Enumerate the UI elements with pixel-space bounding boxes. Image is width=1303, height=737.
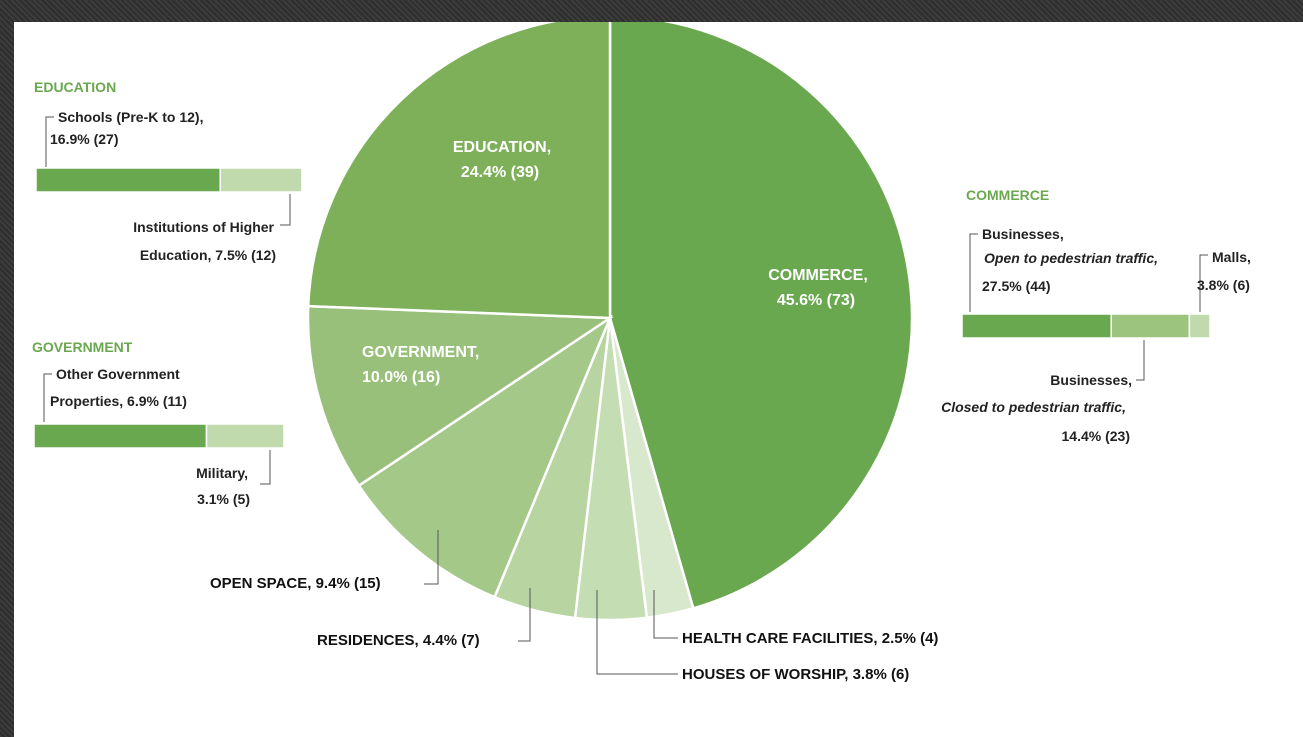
callout-residences: RESIDENCES, 4.4% (7) xyxy=(317,588,531,649)
pie-slice-commerce xyxy=(608,22,914,610)
pie-slice-open-space xyxy=(357,314,613,599)
breakdown-education-seg1-value: 16.9% (27) xyxy=(50,131,118,147)
breakdown-government-leader-2 xyxy=(260,450,271,485)
breakdown-education-seg1-name: Schools (Pre-K to 12), xyxy=(58,109,203,125)
breakdown-commerce-seg2-name: Businesses, xyxy=(1050,372,1132,388)
pie-slice-government xyxy=(306,304,614,488)
callout-houses-of-worship-leader xyxy=(596,590,678,675)
callout-health-care: HEALTH CARE FACILITIES, 2.5% (4) xyxy=(653,590,938,647)
callout-houses-of-worship: HOUSES OF WORSHIP, 3.8% (6) xyxy=(596,590,909,683)
breakdown-commerce-seg1-desc: Open to pedestrian traffic, xyxy=(984,250,1158,266)
breakdown-commerce-bar-open xyxy=(961,313,1112,339)
breakdown-commerce-seg3-name: Malls, xyxy=(1212,249,1251,265)
breakdown-government-seg1-name: Other Government xyxy=(56,366,180,382)
breakdown-government-seg2-name: Military, xyxy=(196,465,248,481)
pie-slice-education xyxy=(306,22,612,320)
slice-label-commerce-value: 45.6% (73) xyxy=(777,292,855,309)
breakdown-commerce-bar-closed xyxy=(1110,313,1191,339)
breakdown-government-bar-other xyxy=(33,423,208,449)
callout-residences-label: RESIDENCES, 4.4% (7) xyxy=(317,632,480,649)
callout-open-space-label: OPEN SPACE, 9.4% (15) xyxy=(210,575,381,592)
callout-houses-of-worship-label: HOUSES OF WORSHIP, 3.8% (6) xyxy=(682,666,909,683)
slice-label-education: EDUCATION, 24.4% (39) xyxy=(453,139,551,181)
breakdown-education-title: EDUCATION xyxy=(34,79,116,95)
breakdown-education-bar-schools xyxy=(35,167,221,193)
slice-label-commerce-name: COMMERCE, xyxy=(768,267,868,284)
breakdown-government-bar-military xyxy=(205,423,285,449)
breakdown-education-seg2-value: Education, 7.5% (12) xyxy=(140,247,276,263)
callout-open-space: OPEN SPACE, 9.4% (15) xyxy=(210,530,439,592)
breakdown-commerce-leader-3 xyxy=(1199,254,1208,312)
breakdown-commerce-leader-2 xyxy=(1136,340,1145,381)
slice-label-education-value: 24.4% (39) xyxy=(461,164,539,181)
slice-label-government-name: GOVERNMENT, xyxy=(362,344,479,361)
slice-label-education-name: EDUCATION, xyxy=(453,139,551,156)
breakdown-education-leader-1 xyxy=(45,116,54,167)
breakdown-education: EDUCATION Schools (Pre-K to 12), 16.9% (… xyxy=(34,79,303,263)
breakdown-government-leader-1 xyxy=(43,373,52,422)
breakdown-commerce-seg2-value: 14.4% (23) xyxy=(1062,428,1130,444)
breakdown-government-title: GOVERNMENT xyxy=(32,339,133,355)
pie-slices xyxy=(306,22,914,622)
breakdown-education-seg2-name: Institutions of Higher xyxy=(133,219,274,235)
breakdown-commerce-seg1-value: 27.5% (44) xyxy=(982,278,1050,294)
callout-residences-leader xyxy=(518,588,531,642)
callout-health-care-leader xyxy=(653,590,678,639)
breakdown-commerce-leader-1 xyxy=(969,233,978,312)
slice-label-government-value: 10.0% (16) xyxy=(362,369,440,386)
callout-health-care-label: HEALTH CARE FACILITIES, 2.5% (4) xyxy=(682,630,938,647)
slice-label-government: GOVERNMENT, 10.0% (16) xyxy=(362,344,479,386)
breakdown-commerce-seg1-name: Businesses, xyxy=(982,226,1064,242)
breakdown-government: GOVERNMENT Other Government Properties, … xyxy=(32,339,285,507)
breakdown-government-seg2-value: 3.1% (5) xyxy=(197,491,250,507)
breakdown-education-bar-higher-ed xyxy=(219,167,303,193)
breakdown-commerce-seg3-value: 3.8% (6) xyxy=(1197,277,1250,293)
breakdown-government-seg1-value: Properties, 6.9% (11) xyxy=(50,393,187,409)
pie-chart-figure: EDUCATION, 24.4% (39) COMMERCE, 45.6% (7… xyxy=(32,22,1251,683)
breakdown-commerce-seg2-desc: Closed to pedestrian traffic, xyxy=(941,399,1126,415)
breakdown-commerce: COMMERCE Businesses, Open to pedestrian … xyxy=(941,187,1251,444)
chart-panel: EDUCATION, 24.4% (39) COMMERCE, 45.6% (7… xyxy=(14,22,1303,737)
breakdown-education-leader-2 xyxy=(280,194,291,226)
breakdown-commerce-bar-malls xyxy=(1188,313,1211,339)
breakdown-commerce-title: COMMERCE xyxy=(966,187,1049,203)
slice-label-commerce: COMMERCE, 45.6% (73) xyxy=(768,267,868,309)
callout-open-space-leader xyxy=(424,530,439,585)
